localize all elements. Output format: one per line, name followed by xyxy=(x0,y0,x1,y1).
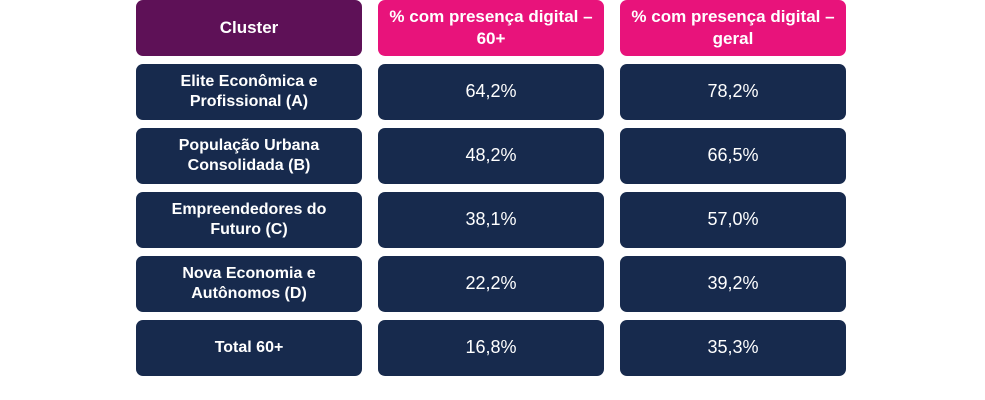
header-cluster: Cluster xyxy=(136,0,362,56)
row-value: 16,8% xyxy=(465,337,517,358)
row-b-pct-60: 48,2% xyxy=(378,128,604,184)
row-value: 64,2% xyxy=(465,81,517,102)
row-label: População Urbana Consolidada (B) xyxy=(178,136,320,174)
row-value: 22,2% xyxy=(465,273,517,294)
header-pct-geral: % com presença digital – geral xyxy=(620,0,846,56)
row-a-pct-60: 64,2% xyxy=(378,64,604,120)
row-b-pct-geral: 66,5% xyxy=(620,128,846,184)
row-label: Nova Economia e Autônomos (D) xyxy=(182,264,316,302)
row-d-cluster: Nova Economia e Autônomos (D) xyxy=(136,256,362,312)
row-value: 57,0% xyxy=(707,209,759,230)
row-value: 35,3% xyxy=(707,337,759,358)
row-value: 38,1% xyxy=(465,209,517,230)
row-value: 48,2% xyxy=(465,145,517,166)
header-pct-60: % com presença digital – 60+ xyxy=(378,0,604,56)
row-a-cluster: Elite Econômica e Profissional (A) xyxy=(136,64,362,120)
header-pct-geral-label: % com presença digital – geral xyxy=(631,7,835,48)
row-d-pct-geral: 39,2% xyxy=(620,256,846,312)
cluster-table: Cluster % com presença digital – 60+ % c… xyxy=(136,0,846,376)
row-c-pct-60: 38,1% xyxy=(378,192,604,248)
row-value: 39,2% xyxy=(707,273,759,294)
row-label: Total 60+ xyxy=(214,338,284,356)
header-pct-60-label: % com presença digital – 60+ xyxy=(389,7,593,48)
row-b-cluster: População Urbana Consolidada (B) xyxy=(136,128,362,184)
row-a-pct-geral: 78,2% xyxy=(620,64,846,120)
row-total-cluster: Total 60+ xyxy=(136,320,362,376)
row-label: Empreendedores do Futuro (C) xyxy=(171,200,327,238)
row-d-pct-60: 22,2% xyxy=(378,256,604,312)
row-c-cluster: Empreendedores do Futuro (C) xyxy=(136,192,362,248)
header-cluster-label: Cluster xyxy=(219,18,279,38)
row-value: 78,2% xyxy=(707,81,759,102)
row-total-pct-60: 16,8% xyxy=(378,320,604,376)
row-total-pct-geral: 35,3% xyxy=(620,320,846,376)
row-label: Elite Econômica e Profissional (A) xyxy=(180,72,318,110)
row-c-pct-geral: 57,0% xyxy=(620,192,846,248)
row-value: 66,5% xyxy=(707,145,759,166)
